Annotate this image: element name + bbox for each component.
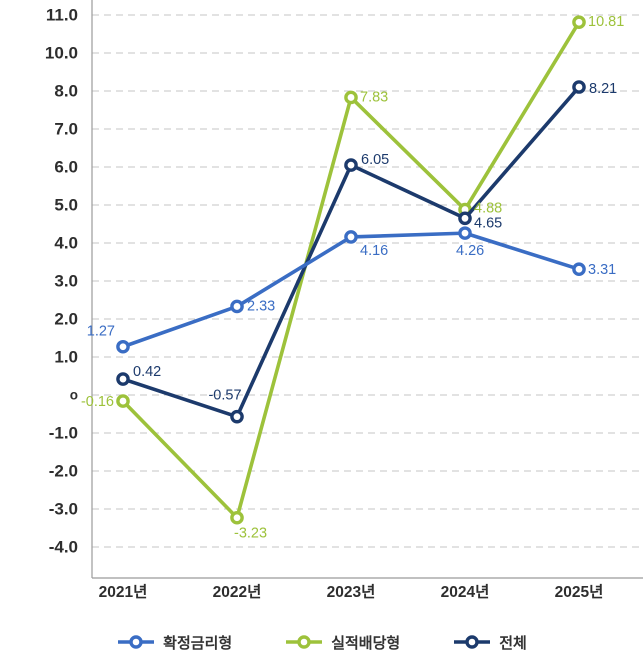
y-axis-tick-label: -3.0	[49, 500, 78, 519]
legend-item-0[interactable]: 확정금리형	[116, 632, 232, 653]
data-point-marker	[572, 262, 586, 277]
data-point-marker	[116, 394, 130, 408]
data-point-marker	[458, 226, 472, 240]
x-axis-label: 2023년	[327, 582, 376, 601]
data-point-label: -3.23	[234, 526, 267, 542]
legend-marker-icon	[454, 635, 491, 649]
x-axis-label: 2024년	[441, 582, 490, 601]
data-point-marker	[344, 158, 358, 172]
data-point-marker	[344, 90, 358, 105]
y-axis-tick-label: 3.0	[54, 272, 78, 291]
data-point-label: 4.26	[456, 243, 484, 259]
y-axis-tick-label: -4.0	[49, 538, 78, 557]
data-point-label: -0.57	[208, 388, 241, 404]
legend-marker-icon	[118, 635, 155, 649]
x-axis-label: 2025년	[555, 582, 604, 601]
legend-item-2[interactable]: 전체	[452, 632, 527, 653]
y-axis-tick-label: 11.0	[46, 6, 78, 25]
legend-item-1[interactable]: 실적배당형	[284, 632, 400, 653]
data-point-label: 10.81	[588, 14, 624, 30]
y-axis-tick-label: 5.0	[54, 196, 78, 215]
y-axis-tick-label: 8.0	[54, 82, 78, 101]
y-axis-tick-label: 1.0	[54, 348, 78, 367]
y-axis-tick-label: -2.0	[49, 462, 78, 481]
data-point-marker	[116, 339, 130, 354]
x-axis-label: 2021년	[99, 582, 148, 601]
data-point-marker	[116, 372, 130, 386]
y-axis-tick-label: 10.0	[45, 44, 78, 63]
y-axis-tick-label: 6.0	[54, 158, 78, 177]
data-point-label: 4.16	[360, 243, 388, 259]
legend-marker-icon	[286, 635, 323, 649]
y-axis-tick-label: 7.0	[54, 120, 78, 139]
y-axis-tick-label: -1.0	[49, 424, 78, 443]
data-point-label: 3.31	[588, 262, 616, 278]
y-axis-tick-label: o	[70, 388, 78, 403]
data-point-marker	[344, 230, 358, 244]
data-point-marker	[230, 409, 244, 424]
data-point-marker	[458, 211, 472, 226]
y-axis-tick-label: 4.0	[54, 234, 78, 253]
data-point-marker	[572, 80, 586, 94]
data-point-label: 4.88	[474, 201, 502, 217]
data-point-label: 7.83	[360, 89, 388, 105]
data-point-marker	[572, 15, 586, 30]
data-point-label: 6.05	[361, 152, 389, 168]
series-line-0	[121, 231, 581, 349]
data-point-marker	[230, 299, 244, 314]
data-point-label: 4.65	[474, 215, 502, 231]
line-chart-plot: 11.0 10.0 8.0 7.0 6.0 5.0 4.0 3.0 2.0 1.0 o -1.0 -2.…	[45, 0, 643, 601]
data-point-marker	[230, 510, 244, 525]
legend-label: 전체	[499, 634, 527, 652]
data-point-label: 0.42	[133, 364, 161, 380]
data-point-label: 1.27	[87, 324, 115, 340]
legend-label: 실적배당형	[331, 634, 401, 652]
data-point-label: 2.33	[247, 298, 275, 314]
legend-label: 확정금리형	[163, 634, 233, 652]
chart-legend: 확정금리형 실적배당형 전체	[0, 627, 643, 657]
x-axis-label: 2022년	[213, 582, 262, 601]
y-axis-tick-label: 2.0	[54, 310, 78, 329]
data-point-label: -0.16	[81, 394, 114, 410]
data-point-label: 8.21	[589, 81, 617, 97]
